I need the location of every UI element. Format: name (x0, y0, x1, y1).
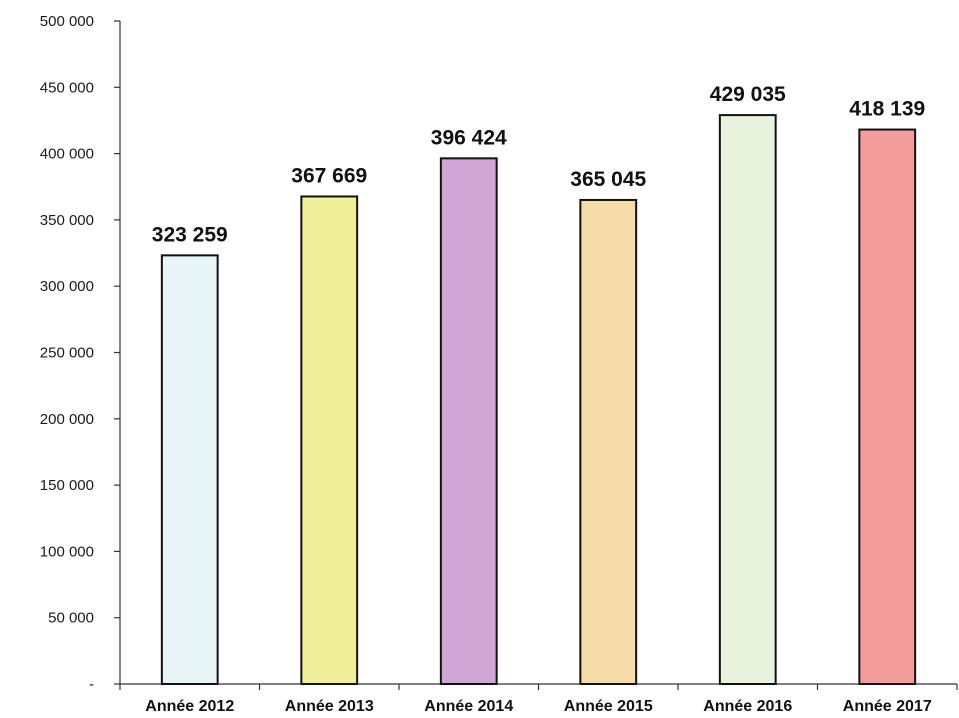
data-label: 365 045 (570, 168, 646, 191)
y-tick-label: 500 000 (40, 13, 94, 30)
x-tick-label: Année 2017 (843, 698, 932, 715)
x-axis: Année 2012 Année 2013 Année 2014 Année 2015… (119, 683, 958, 715)
x-tick-label: Année 2014 (424, 698, 513, 715)
y-tick-label: 250 000 (40, 345, 94, 362)
bar (300, 195, 359, 685)
y-tick-label: 450 000 (40, 79, 94, 96)
y-tick-label: 100 000 (40, 543, 94, 560)
data-label: 323 259 (152, 223, 228, 246)
x-tick-label: Année 2012 (145, 698, 234, 715)
bar (718, 114, 777, 685)
x-tick-label: Année 2015 (564, 698, 653, 715)
data-label: 367 669 (291, 164, 367, 187)
bar (579, 198, 638, 686)
data-label: 418 139 (849, 98, 925, 121)
y-tick-label: 350 000 (40, 212, 94, 229)
y-tick-label: 200 000 (40, 411, 94, 428)
y-tick-label: - (89, 676, 94, 693)
bar (439, 157, 498, 685)
x-tick-label: Année 2013 (285, 698, 374, 715)
y-axis: - 50 000 100 000 150 000 200 000 250 000 300 0… (40, 13, 121, 693)
x-tick-label: Année 2016 (703, 698, 792, 715)
data-label: 429 035 (710, 83, 786, 106)
bar (858, 128, 917, 686)
y-tick-label: 150 000 (40, 477, 94, 494)
bar (160, 254, 219, 686)
value-labels: 323 259 367 669 396 424 365 045 429 035 418 1… (152, 83, 925, 246)
y-tick-label: 400 000 (40, 146, 94, 163)
bars (160, 114, 917, 686)
data-label: 396 424 (431, 126, 507, 149)
y-tick-label: 50 000 (48, 610, 94, 627)
y-tick-label: 300 000 (40, 278, 94, 295)
